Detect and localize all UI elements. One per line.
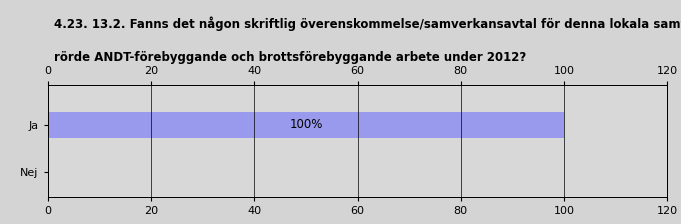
Text: 100%: 100% <box>289 118 323 131</box>
Bar <box>48 112 564 138</box>
Text: 4.23. 13.2. Fanns det någon skriftlig överenskommelse/samverkansavtal för denna : 4.23. 13.2. Fanns det någon skriftlig öv… <box>54 17 681 31</box>
Text: rörde ANDT-förebyggande och brottsförebyggande arbete under 2012?: rörde ANDT-förebyggande och brottsföreby… <box>54 51 526 65</box>
